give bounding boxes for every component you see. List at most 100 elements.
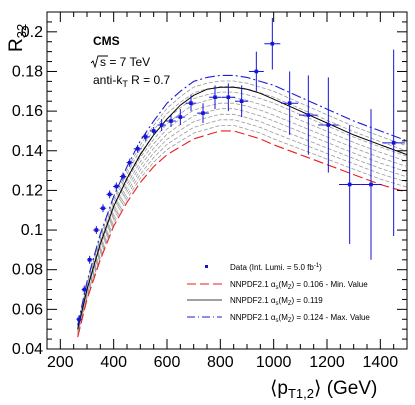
data-point-marker (107, 192, 112, 197)
x-axis-label: ⟨pT1,2⟩ (GeV) (270, 378, 377, 401)
legend-entry-central: NNPDF2.1 αs(MZ) = 0.119 (187, 296, 323, 307)
series-line-min (77, 130, 407, 338)
data-point (235, 85, 249, 118)
data-point (76, 315, 82, 324)
data-point-marker (239, 99, 244, 104)
data-point (318, 77, 339, 173)
band-curve (77, 119, 407, 335)
data-point-marker (213, 95, 217, 100)
x-tick-label: 1400 (363, 354, 399, 371)
data-point (99, 204, 107, 213)
data-point (106, 190, 113, 199)
data-point-marker (121, 174, 125, 179)
band-curve (77, 113, 407, 334)
x-tick-label: 400 (100, 354, 127, 371)
band-curve (77, 102, 407, 332)
x-tick-label: 200 (47, 354, 74, 371)
data-point-marker (101, 206, 105, 211)
legend-entry-max: NNPDF2.1 αs(MZ) = 0.124 - Max. Value (187, 313, 370, 324)
data-point (119, 172, 127, 181)
data-point-marker (87, 257, 92, 262)
data-point (133, 144, 142, 153)
svg-text:NNPDF2.1 αs(MZ) = 0.106 - Min.: NNPDF2.1 αs(MZ) = 0.106 - Min. Value (230, 280, 368, 291)
data-point-marker (201, 111, 205, 115)
y-tick-label: 0.12 (12, 182, 43, 199)
data-point-marker (306, 113, 311, 117)
data-point-marker (77, 317, 81, 322)
data-point (126, 158, 133, 167)
data-point (175, 109, 186, 125)
data-point-marker (391, 141, 396, 145)
data-point (149, 126, 158, 135)
x-tick-label: 600 (154, 354, 181, 371)
y-tick-label: 0.06 (12, 301, 43, 318)
data-point (141, 132, 150, 141)
legend: Data (Int. Lumi. = 5.0 fb-1) NNPDF2.1 αs… (187, 263, 370, 324)
data-point (157, 119, 166, 131)
data-point-marker (369, 182, 373, 187)
data-point (87, 255, 93, 264)
energy-label: s = 7 TeV (90, 55, 150, 69)
data-point-marker (178, 115, 183, 119)
data-point (113, 182, 120, 191)
x-tick-label: 1200 (309, 354, 345, 371)
y-tick-label: 0.18 (12, 63, 43, 80)
data-point (185, 95, 197, 112)
data-point (93, 226, 100, 235)
experiment-label: CMS (93, 34, 120, 48)
data-point (339, 124, 361, 244)
y-tick-label: 0.14 (12, 143, 43, 160)
sqrt-icon (90, 55, 108, 69)
svg-text:NNPDF2.1 αs(MZ) = 0.119: NNPDF2.1 αs(MZ) = 0.119 (230, 296, 323, 307)
legend-data-marker (205, 265, 208, 268)
legend-entry-min: NNPDF2.1 αs(MZ) = 0.106 - Min. Value (187, 280, 368, 291)
data-points (76, 17, 405, 324)
data-point-marker (159, 123, 164, 127)
data-point (360, 109, 382, 260)
data-point-marker (114, 184, 119, 189)
data-point (81, 285, 87, 294)
svg-text:s = 7 TeV: s = 7 TeV (100, 55, 150, 69)
axes: 200 400 600 800 1000 1200 1400 0.04 0.06 0.08 0.1 0… (12, 12, 408, 371)
algorithm-label: anti-kT R = 0.7 (93, 73, 171, 89)
data-point (382, 49, 405, 237)
y-tick-label: 0.2 (21, 24, 43, 41)
series-line-central (77, 86, 407, 330)
data-point (209, 85, 221, 110)
data-point (264, 17, 281, 70)
data-point (299, 75, 318, 155)
data-point-marker (127, 160, 132, 165)
data-point (281, 71, 299, 135)
data-point (197, 103, 209, 124)
data-point-marker (169, 119, 173, 123)
data-point-marker (94, 228, 99, 232)
data-point-marker (254, 69, 259, 74)
data-point-marker (143, 135, 148, 139)
y-tick-label: 0.16 (12, 103, 43, 120)
y-tick-label: 0.08 (12, 262, 43, 279)
svg-text:Data (Int. Lumi. = 5.0 fb-1): Data (Int. Lumi. = 5.0 fb-1) (230, 263, 322, 272)
data-point-marker (189, 101, 193, 105)
data-point-marker (347, 182, 352, 187)
data-point (166, 115, 176, 127)
data-point-marker (82, 287, 87, 292)
data-point-marker (135, 146, 140, 151)
data-point (248, 51, 264, 92)
band-curve (77, 97, 407, 331)
data-point-marker (326, 123, 331, 127)
svg-text:NNPDF2.1 αs(MZ) = 0.124 - Max.: NNPDF2.1 αs(MZ) = 0.124 - Max. Value (230, 313, 370, 324)
data-point-marker (226, 95, 231, 100)
data-point (221, 83, 235, 112)
y-axis-label: R32 (6, 24, 29, 52)
legend-entry-data: Data (Int. Lumi. = 5.0 fb-1) (205, 263, 322, 272)
data-point-marker (151, 129, 156, 133)
band-curve (77, 80, 407, 327)
band-curve (77, 125, 407, 336)
data-point-marker (270, 41, 275, 46)
y-tick-label: 0.04 (12, 341, 43, 358)
band-curve (77, 108, 407, 333)
nnpdf-band-curves (77, 80, 407, 336)
x-tick-label: 1000 (256, 354, 292, 371)
data-point-marker (287, 101, 292, 105)
